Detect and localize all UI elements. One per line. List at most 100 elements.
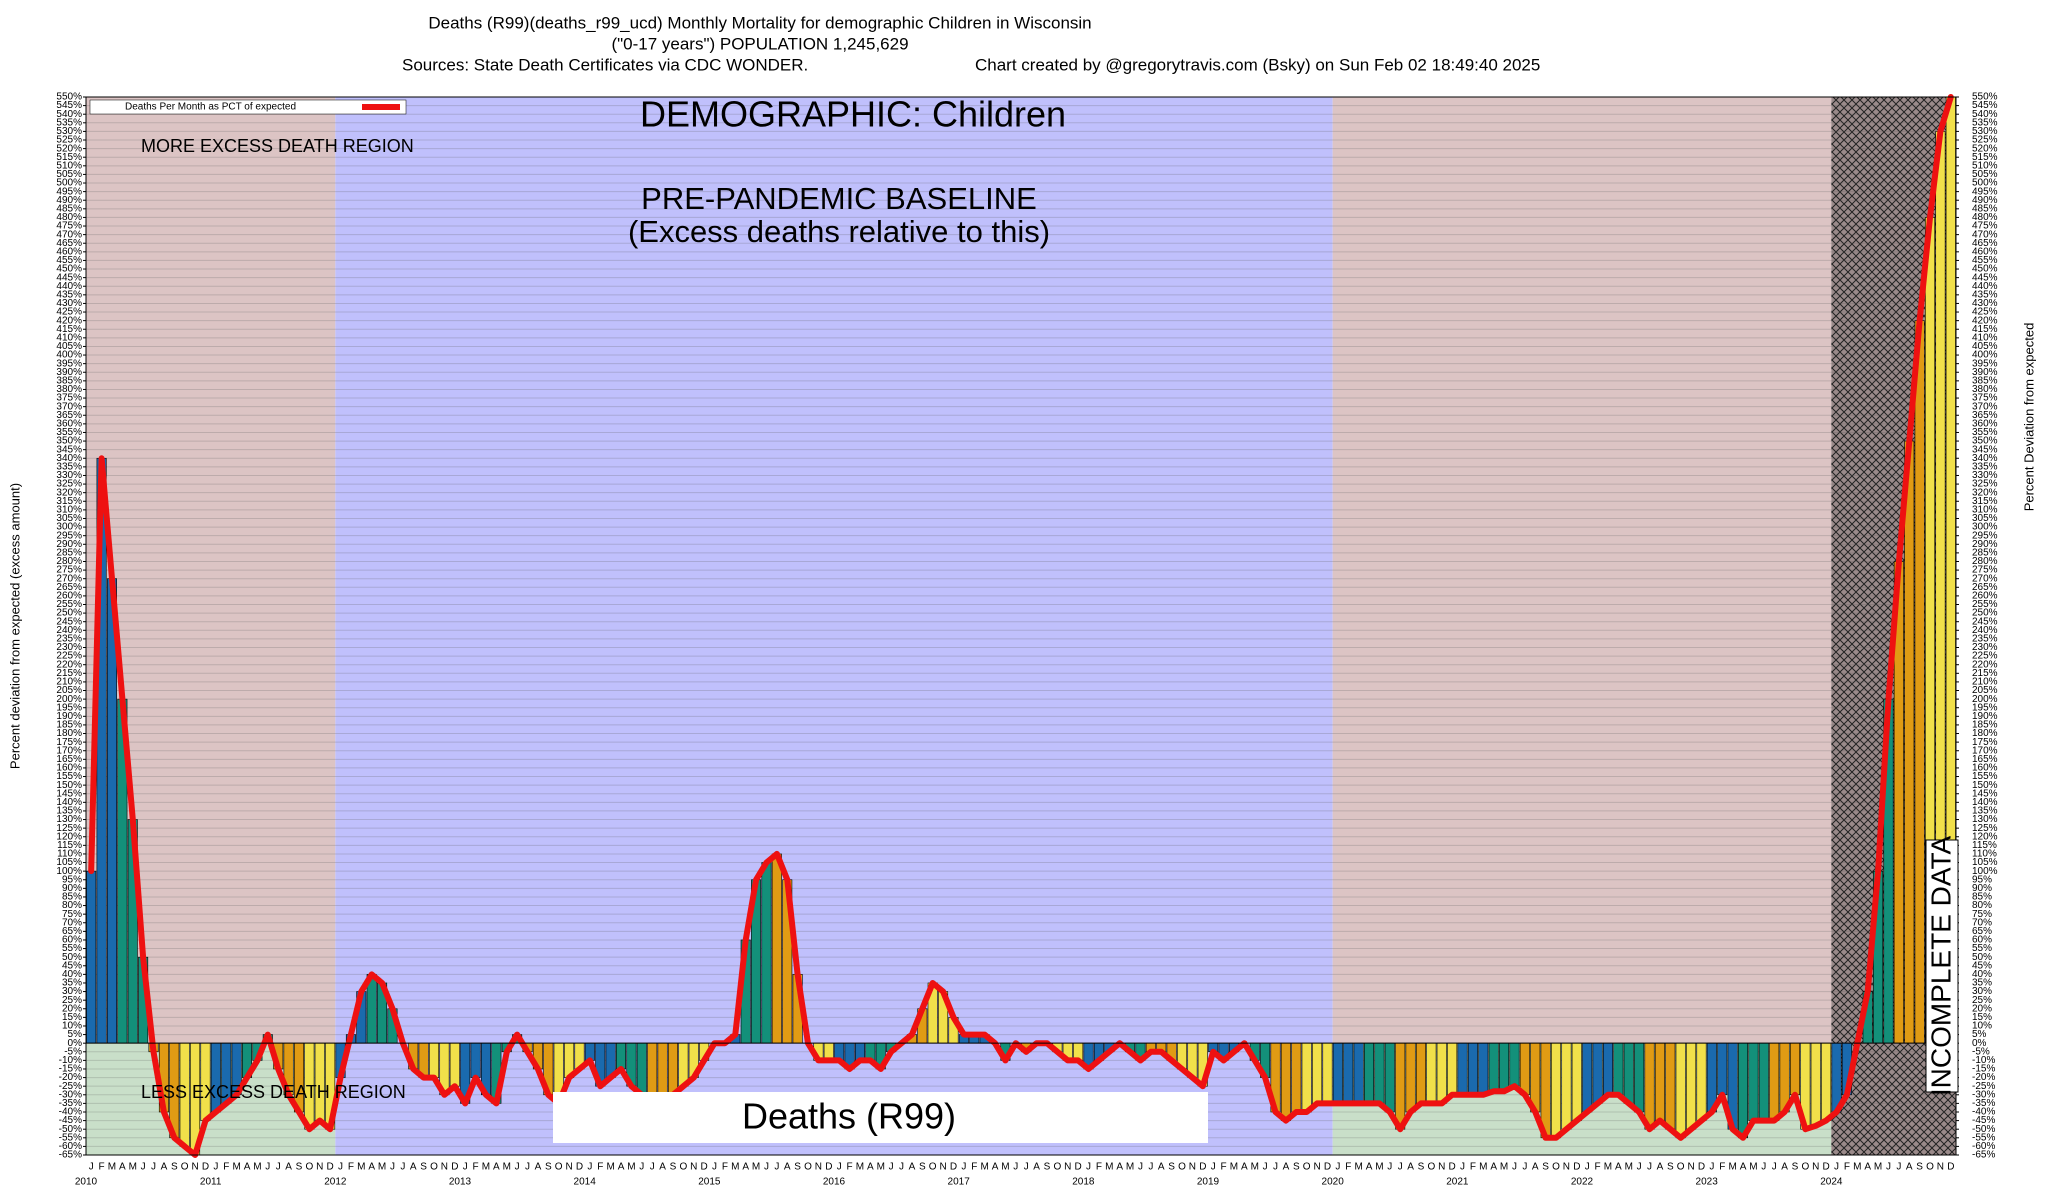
y-tick-label: 535% (56, 117, 82, 128)
x-tick-label: M (1354, 1162, 1362, 1173)
x-tick-label: J (1460, 1162, 1465, 1173)
y-tick-label: 165% (56, 754, 82, 765)
bar (449, 1042, 460, 1087)
x-tick-label: A (368, 1162, 375, 1173)
y-tick-label: 175% (56, 737, 82, 748)
x-tick-label: D (327, 1162, 334, 1173)
y2-tick-label: 285% (1972, 548, 1998, 559)
y2-tick-label: 520% (1972, 143, 1998, 154)
annotation: (Excess deaths relative to this) (628, 214, 1050, 249)
x-tick-label: N (1313, 1162, 1320, 1173)
bar (1623, 1042, 1634, 1104)
x-tick-label: A (1615, 1162, 1622, 1173)
x-tick-label: J (1013, 1162, 1018, 1173)
x-tick-label: S (1168, 1162, 1175, 1173)
x-tick-label: J (1387, 1162, 1392, 1173)
x-tick-label: S (1418, 1162, 1425, 1173)
x-tick-label: D (576, 1162, 583, 1173)
y2-tick-label: 525% (1972, 135, 1998, 146)
y2-tick-label: -5% (1972, 1046, 1990, 1057)
y2-tick-label: 195% (1972, 702, 1998, 713)
y-tick-label: 340% (56, 453, 82, 464)
x-tick-label: A (618, 1162, 625, 1173)
y-tick-label: 65% (62, 926, 82, 937)
y2-tick-label: 420% (1972, 315, 1998, 326)
x-tick-label: S (919, 1162, 926, 1173)
y2-tick-label: 20% (1972, 1003, 1992, 1014)
y2-axis-title: Percent Deviation from expected (2021, 323, 2036, 512)
x-tick-label: J (774, 1162, 779, 1173)
x-tick-label: F (1096, 1162, 1102, 1173)
x-tick-label: S (296, 1162, 303, 1173)
less-region (1332, 1043, 1832, 1155)
y2-tick-label: 90% (1972, 883, 1992, 894)
bar (1291, 1042, 1302, 1113)
x-tick-label: J (899, 1162, 904, 1173)
x-tick-label: M (129, 1162, 137, 1173)
y2-tick-label: 280% (1972, 556, 1998, 567)
x-tick-label: F (1719, 1162, 1725, 1173)
x-tick-label: M (253, 1162, 261, 1173)
year-label: 2024 (1820, 1177, 1843, 1188)
y2-tick-label: 455% (1972, 255, 1998, 266)
y2-tick-label: 485% (1972, 203, 1998, 214)
y2-tick-label: 410% (1972, 332, 1998, 343)
y2-tick-label: 315% (1972, 496, 1998, 507)
y-tick-label: 295% (56, 530, 82, 541)
y2-tick-label: 255% (1972, 599, 1998, 610)
year-label: 2014 (574, 1177, 597, 1188)
bar (1312, 1042, 1323, 1104)
x-tick-label: D (1075, 1162, 1082, 1173)
bar (1613, 1042, 1624, 1096)
y-tick-label: 10% (62, 1021, 82, 1032)
y2-tick-label: 350% (1972, 436, 1998, 447)
y-tick-label: 235% (56, 634, 82, 645)
bar (1914, 320, 1925, 1044)
y2-tick-label: 185% (1972, 720, 1998, 731)
y2-tick-label: 105% (1972, 857, 1998, 868)
y2-tick-label: 50% (1972, 952, 1992, 963)
x-tick-label: A (1366, 1162, 1373, 1173)
y2-tick-label: 205% (1972, 685, 1998, 696)
y-tick-label: 260% (56, 591, 82, 602)
x-tick-label: J (1834, 1162, 1839, 1173)
x-tick-label: M (1479, 1162, 1487, 1173)
year-label: 2018 (1072, 1177, 1095, 1188)
x-tick-label: J (1263, 1162, 1268, 1173)
y2-tick-label: 295% (1972, 530, 1998, 541)
y-tick-label: 410% (56, 332, 82, 343)
y2-tick-label: 480% (1972, 212, 1998, 223)
x-tick-label: F (1595, 1162, 1601, 1173)
bar (1519, 1042, 1530, 1096)
bar (1426, 1042, 1437, 1104)
x-tick-label: J (265, 1162, 270, 1173)
y2-tick-label: 310% (1972, 505, 1998, 516)
y-tick-label: 95% (62, 874, 82, 885)
y-tick-label: 85% (62, 892, 82, 903)
x-tick-label: S (171, 1162, 178, 1173)
y-tick-label: -25% (59, 1081, 82, 1092)
x-tick-label: N (1812, 1162, 1819, 1173)
x-tick-label: A (1864, 1162, 1871, 1173)
y-tick-label: 345% (56, 444, 82, 455)
y2-tick-label: 95% (1972, 874, 1992, 885)
y2-tick-label: 210% (1972, 677, 1998, 688)
x-tick-label: A (1490, 1162, 1497, 1173)
y-tick-label: 525% (56, 135, 82, 146)
y-tick-label: 450% (56, 264, 82, 275)
y-tick-label: 185% (56, 720, 82, 731)
y2-tick-label: -25% (1972, 1081, 1995, 1092)
more-region (1332, 97, 1832, 1044)
y-tick-label: 245% (56, 616, 82, 627)
y2-tick-label: 170% (1972, 745, 1998, 756)
x-tick-label: J (639, 1162, 644, 1173)
bar (1748, 1042, 1759, 1121)
y-tick-label: 105% (56, 857, 82, 868)
y2-tick-label: 425% (1972, 307, 1998, 318)
y2-tick-label: -65% (1972, 1150, 1995, 1161)
y2-tick-label: 355% (1972, 427, 1998, 438)
y2-tick-label: 380% (1972, 384, 1998, 395)
y2-tick-label: 175% (1972, 737, 1998, 748)
y-tick-label: 475% (56, 221, 82, 232)
y-tick-label: -55% (59, 1132, 82, 1143)
